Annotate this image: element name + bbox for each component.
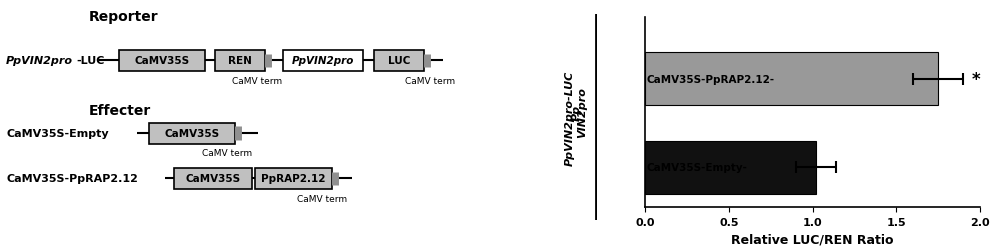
Text: *: * — [972, 70, 980, 88]
Text: -LUC: -LUC — [76, 56, 104, 66]
Text: CaMV term: CaMV term — [297, 194, 348, 203]
Text: CaMV term: CaMV term — [232, 76, 283, 85]
Bar — [645, 141, 816, 194]
Text: PpVIN2pro: PpVIN2pro — [6, 56, 73, 66]
Bar — [374, 51, 424, 72]
Text: CaMV35S: CaMV35S — [186, 174, 241, 184]
X-axis label: Relative LUC/REN Ratio: Relative LUC/REN Ratio — [731, 233, 894, 246]
Bar — [119, 51, 205, 72]
Text: LUC: LUC — [388, 56, 410, 66]
Text: CaMV35S: CaMV35S — [134, 56, 189, 66]
Bar — [255, 168, 332, 189]
Text: Effecter: Effecter — [88, 104, 150, 118]
Text: PpRAP2.12: PpRAP2.12 — [261, 174, 326, 184]
Text: CaMV35S-PpRAP2.12: CaMV35S-PpRAP2.12 — [6, 174, 138, 184]
Text: Reporter: Reporter — [88, 10, 158, 24]
Bar — [174, 168, 252, 189]
Text: CaMV35S: CaMV35S — [165, 129, 220, 139]
Bar — [283, 51, 363, 72]
Bar — [215, 51, 265, 72]
Text: CaMV term: CaMV term — [202, 149, 252, 158]
Text: CaMV35S-PpRAP2.12-: CaMV35S-PpRAP2.12- — [647, 74, 775, 84]
Text: VIN2pro: VIN2pro — [577, 87, 587, 138]
Text: CaMV term: CaMV term — [405, 76, 455, 85]
Text: PpVIN2pro: PpVIN2pro — [292, 56, 354, 66]
Text: CaMV35S-Empty-: CaMV35S-Empty- — [647, 163, 748, 173]
Bar — [645, 53, 938, 106]
Text: REN: REN — [228, 56, 252, 66]
Text: PpVIN2pro-LUC: PpVIN2pro-LUC — [565, 70, 575, 165]
Bar — [149, 123, 235, 144]
Text: CaMV35S-Empty: CaMV35S-Empty — [6, 129, 109, 139]
Text: Pp: Pp — [572, 104, 582, 120]
